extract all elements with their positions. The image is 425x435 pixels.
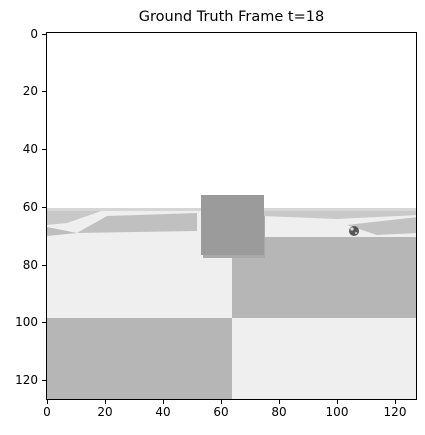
- y-tick-mark: [42, 91, 46, 92]
- cube-object: [201, 195, 264, 255]
- x-tick-mark: [221, 400, 222, 404]
- x-tick-label: 20: [97, 405, 113, 419]
- y-tick-label: 40: [22, 142, 38, 156]
- x-tick-label: 0: [43, 405, 51, 419]
- rendered-scene: [47, 33, 416, 399]
- x-tick-mark: [279, 400, 280, 404]
- ball-highlight: [354, 231, 358, 235]
- floor-far-dark-tile: [77, 213, 197, 233]
- x-tick-label: 100: [325, 405, 349, 419]
- x-tick-mark: [395, 400, 396, 404]
- floor-far-dark-tile: [347, 217, 416, 235]
- y-tick-label: 60: [22, 200, 38, 214]
- x-tick-label: 80: [271, 405, 287, 419]
- y-tick-mark: [42, 149, 46, 150]
- y-tick-mark: [42, 265, 46, 266]
- floor-far-dark-tile: [262, 209, 416, 219]
- y-tick-mark: [42, 322, 46, 323]
- y-tick-mark: [42, 34, 46, 35]
- y-tick-label: 100: [15, 315, 38, 329]
- x-tick-mark: [105, 400, 106, 404]
- y-tick-label: 20: [22, 84, 38, 98]
- x-tick-label: 60: [213, 405, 229, 419]
- floor-far-dark-tile: [47, 209, 107, 225]
- y-tick-mark: [42, 380, 46, 381]
- y-tick-label: 120: [15, 373, 38, 387]
- ball-highlight: [350, 227, 354, 231]
- floor-far-dark-tile: [47, 227, 77, 236]
- sky-region: [47, 33, 416, 208]
- y-tick-label: 0: [30, 27, 38, 41]
- x-tick-mark: [47, 400, 48, 404]
- floor-tile-light: [232, 318, 416, 399]
- floor-tile-dark: [47, 318, 232, 399]
- y-tick-label: 80: [22, 258, 38, 272]
- x-tick-mark: [163, 400, 164, 404]
- x-tick-label: 120: [383, 405, 407, 419]
- image-frame: [46, 32, 417, 400]
- x-tick-mark: [337, 400, 338, 404]
- x-tick-label: 40: [155, 405, 171, 419]
- figure-title: Ground Truth Frame t=18: [138, 9, 325, 25]
- ball-object: [349, 226, 359, 236]
- y-tick-mark: [42, 207, 46, 208]
